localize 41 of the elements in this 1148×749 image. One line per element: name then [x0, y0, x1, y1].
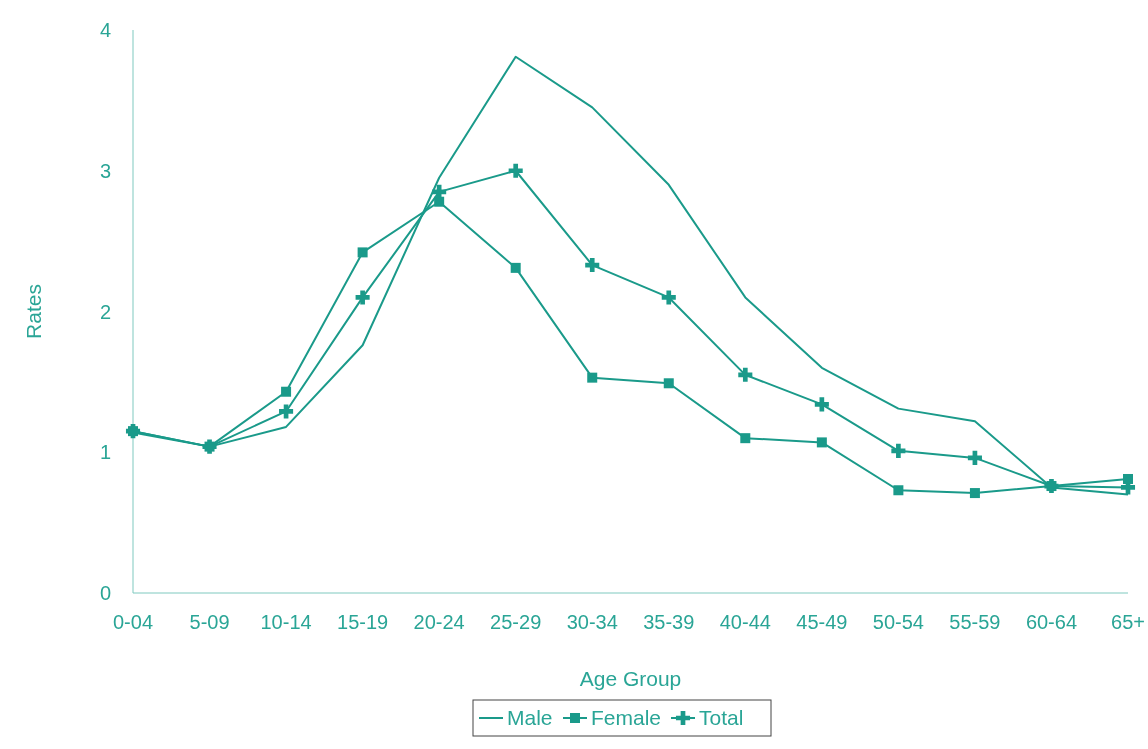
y-tick-label: 3 [99, 159, 111, 182]
x-tick-label: 35-39 [643, 611, 695, 633]
point [355, 290, 370, 305]
y-tick-label: 1 [99, 441, 111, 464]
y-tick-label: 2 [99, 300, 111, 323]
x-tick-label: 20-24 [413, 611, 465, 633]
point [816, 437, 827, 448]
x-axis-title: Age Group [579, 667, 682, 690]
x-tick-label: 40-44 [719, 611, 771, 633]
y-tick-label: 0 [99, 582, 111, 604]
x-tick-label: 10-14 [260, 611, 312, 633]
point [740, 433, 751, 444]
point [663, 378, 674, 389]
x-tick-label: 5-09 [189, 611, 230, 633]
point [357, 247, 368, 258]
legend-label: Male [507, 706, 553, 730]
y-axis-title: Rates [22, 284, 45, 339]
x-tick-label: 60-64 [1025, 611, 1078, 633]
x-tick-label: 30-34 [566, 611, 618, 633]
point [279, 404, 294, 419]
x-tick-label: 25-29 [490, 611, 542, 633]
point [738, 367, 753, 382]
x-tick-label: 45-49 [796, 611, 848, 633]
point [893, 485, 904, 496]
point [969, 488, 980, 499]
x-tick-label: 0-04 [112, 611, 154, 633]
point [585, 258, 600, 273]
x-tick-label: 65+ [1111, 611, 1145, 633]
point [814, 397, 829, 412]
point [891, 443, 906, 458]
point [510, 262, 521, 273]
x-tick-label: 55-59 [949, 611, 1001, 633]
y-tick-label: 4 [99, 19, 111, 41]
x-tick-label: 15-19 [337, 611, 389, 633]
point [661, 290, 676, 305]
point [281, 386, 292, 397]
point [587, 372, 598, 383]
legend-label: Total [699, 706, 744, 730]
point [508, 163, 523, 178]
legend-label: Female [591, 706, 662, 730]
x-tick-label: 50-54 [872, 611, 924, 633]
